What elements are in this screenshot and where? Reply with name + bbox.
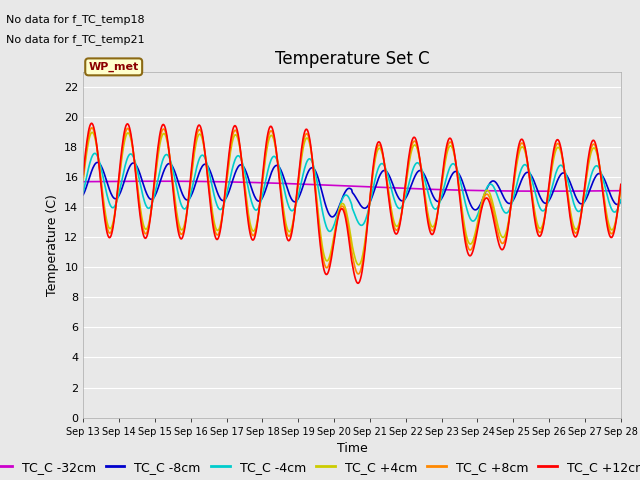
Text: WP_met: WP_met (88, 62, 139, 72)
X-axis label: Time: Time (337, 442, 367, 455)
Text: No data for f_TC_temp21: No data for f_TC_temp21 (6, 34, 145, 45)
Y-axis label: Temperature (C): Temperature (C) (45, 194, 58, 296)
Legend: TC_C -32cm, TC_C -8cm, TC_C -4cm, TC_C +4cm, TC_C +8cm, TC_C +12cm: TC_C -32cm, TC_C -8cm, TC_C -4cm, TC_C +… (0, 461, 640, 474)
Text: No data for f_TC_temp18: No data for f_TC_temp18 (6, 14, 145, 25)
Title: Temperature Set C: Temperature Set C (275, 49, 429, 68)
